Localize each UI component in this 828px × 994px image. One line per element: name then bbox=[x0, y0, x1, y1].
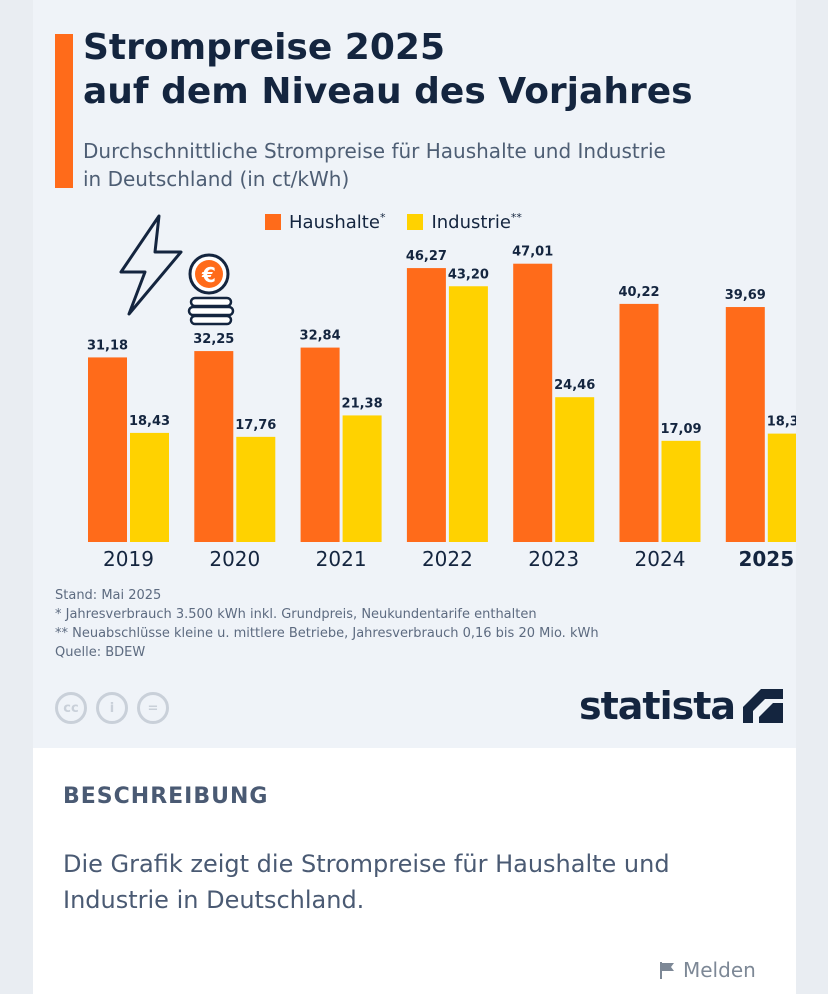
data-label-haushalte-2024: 40,22 bbox=[618, 285, 659, 300]
bar-haushalte-2021 bbox=[300, 347, 340, 542]
chart-title-line-1: Strompreise 2025 bbox=[83, 27, 445, 68]
note-haushalte: * Jahresverbrauch 3.500 kWh inkl. Grundp… bbox=[55, 607, 537, 622]
data-label-industrie-2023: 24,46 bbox=[554, 378, 595, 393]
legend-swatch-haushalte bbox=[265, 214, 281, 230]
legend-label-industrie: Industrie** bbox=[431, 211, 522, 233]
no-derivatives-icon[interactable]: = bbox=[137, 692, 169, 724]
data-label-haushalte-2022: 46,27 bbox=[406, 249, 447, 264]
data-label-haushalte-2019: 31,18 bbox=[87, 338, 128, 353]
statista-logo[interactable]: statista bbox=[579, 684, 784, 728]
bar-industrie-2020 bbox=[236, 436, 276, 542]
data-label-industrie-2021: 21,38 bbox=[342, 396, 383, 411]
note-source: Quelle: BDEW bbox=[55, 645, 146, 660]
bar-industrie-2024 bbox=[661, 440, 701, 542]
description-text: Die Grafik zeigt die Strompreise für Hau… bbox=[63, 846, 783, 918]
note-stand: Stand: Mai 2025 bbox=[55, 588, 162, 603]
bar-haushalte-2019 bbox=[88, 357, 127, 542]
x-tick-label-2024: 2024 bbox=[635, 547, 686, 571]
description-line-2: Industrie in Deutschland. bbox=[63, 886, 365, 914]
data-label-haushalte-2020: 32,25 bbox=[193, 332, 234, 347]
euro-coin-icon: € bbox=[188, 253, 230, 295]
bar-chart: € 31,18 18,43 2019 32,25 17,76 2020 32,84 21,38… bbox=[87, 214, 796, 571]
title-accent-bar bbox=[55, 34, 73, 188]
bar-industrie-2023 bbox=[555, 397, 595, 542]
license-icons: cc i = bbox=[55, 692, 169, 724]
infographic: Strompreise 2025 auf dem Niveau des Vorj… bbox=[33, 0, 796, 748]
chart-title: Strompreise 2025 auf dem Niveau des Vorj… bbox=[83, 26, 783, 114]
data-label-industrie-2025: 18,31 bbox=[767, 415, 796, 430]
cc-license-icon[interactable]: cc bbox=[55, 692, 87, 724]
svg-text:€: € bbox=[201, 263, 216, 287]
data-label-industrie-2019: 18,43 bbox=[129, 414, 170, 429]
flag-icon bbox=[660, 962, 674, 979]
data-label-industrie-2020: 17,76 bbox=[235, 418, 276, 433]
data-label-industrie-2022: 43,20 bbox=[448, 267, 489, 282]
chart-subtitle: Durchschnittliche Strompreise für Hausha… bbox=[83, 137, 783, 193]
description-heading: BESCHREIBUNG bbox=[63, 784, 269, 809]
legend-item-haushalte: Haushalte* bbox=[265, 211, 385, 233]
report-label: Melden bbox=[683, 958, 756, 982]
coin-stack-icon bbox=[187, 296, 235, 326]
x-tick-label-2019: 2019 bbox=[103, 547, 154, 571]
bar-haushalte-2025 bbox=[725, 307, 765, 542]
x-tick-label-2025: 2025 bbox=[738, 547, 794, 571]
chart-card: Strompreise 2025 auf dem Niveau des Vorj… bbox=[33, 0, 796, 994]
bar-industrie-2025 bbox=[767, 433, 796, 542]
chart-subtitle-line-1: Durchschnittliche Strompreise für Hausha… bbox=[83, 139, 666, 163]
bars-group: 31,18 18,43 2019 32,25 17,76 2020 32,84 21,38 20… bbox=[87, 245, 796, 571]
x-tick-label-2020: 2020 bbox=[209, 547, 260, 571]
data-label-industrie-2024: 17,09 bbox=[660, 422, 701, 437]
x-tick-label-2023: 2023 bbox=[528, 547, 579, 571]
bar-industrie-2021 bbox=[342, 415, 382, 542]
legend-swatch-industrie bbox=[407, 214, 424, 230]
data-label-haushalte-2023: 47,01 bbox=[512, 245, 553, 260]
chart-notes: Stand: Mai 2025 * Jahresverbrauch 3.500 … bbox=[55, 586, 775, 662]
bar-haushalte-2022 bbox=[406, 268, 446, 542]
bar-industrie-2022 bbox=[448, 286, 488, 542]
x-tick-label-2021: 2021 bbox=[316, 547, 367, 571]
attribution-icon[interactable]: i bbox=[96, 692, 128, 724]
lightning-icon bbox=[119, 214, 183, 316]
bar-haushalte-2020 bbox=[194, 351, 234, 542]
bar-haushalte-2024 bbox=[619, 303, 659, 542]
legend-item-industrie: Industrie** bbox=[407, 211, 522, 233]
chart-title-line-2: auf dem Niveau des Vorjahres bbox=[83, 71, 693, 112]
description-line-1: Die Grafik zeigt die Strompreise für Hau… bbox=[63, 850, 670, 878]
bar-industrie-2019 bbox=[130, 432, 169, 542]
statista-wordmark: statista bbox=[579, 684, 736, 728]
note-industrie: ** Neuabschlüsse kleine u. mittlere Betr… bbox=[55, 626, 599, 641]
statista-logo-icon bbox=[743, 689, 784, 723]
chart-legend: Haushalte* Industrie** bbox=[265, 208, 522, 236]
data-label-haushalte-2025: 39,69 bbox=[725, 288, 766, 303]
legend-label-haushalte: Haushalte* bbox=[289, 211, 386, 233]
chart-subtitle-line-2: in Deutschland (in ct/kWh) bbox=[83, 167, 350, 191]
bar-haushalte-2023 bbox=[513, 263, 553, 542]
data-label-haushalte-2021: 32,84 bbox=[300, 329, 341, 344]
report-button[interactable]: Melden bbox=[659, 958, 756, 982]
x-tick-label-2022: 2022 bbox=[422, 547, 473, 571]
